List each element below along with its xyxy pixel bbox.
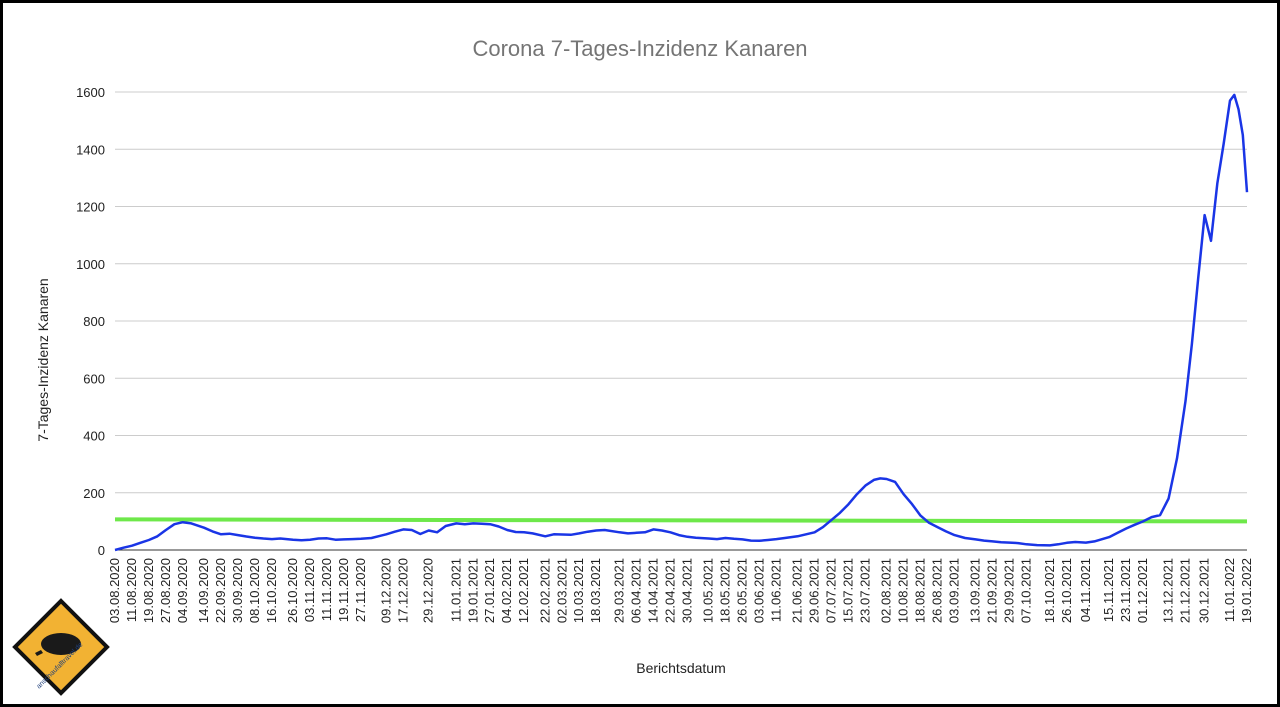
- site-logo: anschaufalltravel.de: [12, 598, 110, 696]
- x-tick-label: 27.11.2020: [353, 558, 368, 622]
- x-tick-label: 19.11.2020: [336, 558, 351, 622]
- x-tick-label: 04.09.2020: [175, 558, 190, 623]
- x-tick-label: 02.03.2021: [554, 558, 569, 623]
- y-tick-label: 0: [98, 543, 105, 558]
- x-tick-label: 07.10.2021: [1019, 558, 1034, 623]
- x-tick-label: 01.12.2021: [1135, 558, 1150, 623]
- x-tick-label: 02.08.2021: [879, 558, 894, 623]
- x-tick-label: 27.08.2020: [158, 558, 173, 623]
- threshold-line: [114, 517, 1248, 524]
- x-tick-label: 07.07.2021: [824, 558, 839, 623]
- x-tick-label: 26.10.2020: [285, 558, 300, 623]
- x-tick-label: 16.10.2020: [264, 558, 279, 623]
- x-axis: 03.08.2020 11.08.2020 19.08.2020 27.08.2020…: [107, 558, 1254, 623]
- x-tick-label: 23.07.2021: [857, 558, 872, 623]
- y-tick-label: 800: [83, 314, 105, 329]
- y-axis-title: 7-Tages-Inzidenz Kanaren: [35, 278, 51, 441]
- x-tick-label: 14.09.2020: [196, 558, 211, 623]
- x-tick-label: 21.06.2021: [790, 558, 805, 623]
- incidence-series-line: [114, 93, 1249, 552]
- x-tick-label: 18.10.2021: [1042, 558, 1057, 623]
- y-tick-label: 1200: [76, 200, 105, 215]
- x-tick-label: 03.08.2020: [107, 558, 122, 623]
- threshold-layer: [114, 517, 1248, 524]
- x-tick-label: 21.12.2021: [1178, 558, 1193, 623]
- x-tick-label: 03.06.2021: [751, 558, 766, 623]
- x-tick-label: 18.05.2021: [718, 558, 733, 623]
- x-tick-label: 22.04.2021: [662, 558, 677, 623]
- chart-title: Corona 7-Tages-Inzidenz Kanaren: [472, 36, 807, 61]
- x-tick-label: 15.07.2021: [840, 558, 855, 623]
- x-tick-label: 27.01.2021: [482, 558, 497, 623]
- x-tick-label: 22.09.2020: [213, 558, 228, 623]
- x-tick-label: 29.06.2021: [807, 558, 822, 623]
- x-tick-label: 22.02.2021: [537, 558, 552, 623]
- y-axis: 0 200 400 600 800 1000 1200 1400 1600: [76, 85, 105, 558]
- y-tick-label: 400: [83, 429, 105, 444]
- x-axis-title: Berichtsdatum: [636, 660, 725, 676]
- x-tick-label: 11.08.2020: [124, 558, 139, 622]
- x-tick-label: 09.12.2020: [378, 558, 393, 623]
- x-tick-label: 11.01.2021: [448, 558, 463, 622]
- x-tick-label: 13.09.2021: [968, 558, 983, 623]
- y-tick-label: 600: [83, 371, 105, 386]
- x-tick-label: 11.11.2020: [319, 558, 334, 621]
- x-tick-label: 06.04.2021: [628, 558, 643, 623]
- x-tick-label: 04.02.2021: [499, 558, 514, 623]
- x-tick-label: 10.03.2021: [571, 558, 586, 623]
- x-tick-label: 03.09.2021: [946, 558, 961, 623]
- y-tick-label: 1000: [76, 257, 105, 272]
- x-tick-label: 17.12.2020: [395, 558, 410, 623]
- x-tick-label: 19.01.2022: [1239, 558, 1254, 623]
- x-tick-label: 08.10.2020: [247, 558, 262, 623]
- x-tick-label: 30.09.2020: [230, 558, 245, 623]
- y-tick-label: 1600: [76, 85, 105, 100]
- x-tick-label: 10.05.2021: [701, 558, 716, 623]
- x-tick-label: 30.12.2021: [1197, 558, 1212, 623]
- x-tick-label: 26.10.2021: [1059, 558, 1074, 623]
- x-tick-label: 18.08.2021: [913, 558, 928, 623]
- series-layer: [114, 93, 1249, 552]
- x-tick-label: 26.05.2021: [734, 558, 749, 623]
- chart-svg: Corona 7-Tages-Inzidenz Kanaren 0 200 400 6…: [12, 36, 1254, 696]
- y-tick-label: 1400: [76, 142, 105, 157]
- x-tick-label: 11.01.2022: [1222, 558, 1237, 622]
- x-tick-label: 26.08.2021: [930, 558, 945, 623]
- x-tick-label: 19.08.2020: [141, 558, 156, 623]
- x-tick-label: 12.02.2021: [516, 558, 531, 623]
- x-tick-label: 18.03.2021: [588, 558, 603, 623]
- y-tick-label: 200: [83, 486, 105, 501]
- x-tick-label: 23.11.2021: [1118, 558, 1133, 622]
- x-tick-label: 21.09.2021: [985, 558, 1000, 623]
- x-tick-label: 11.06.2021: [768, 558, 783, 622]
- x-tick-label: 04.11.2021: [1078, 558, 1093, 622]
- x-tick-label: 15.11.2021: [1101, 558, 1116, 622]
- x-tick-label: 29.12.2020: [421, 558, 436, 623]
- x-tick-label: 03.11.2020: [302, 558, 317, 622]
- grid-layer: [115, 91, 1247, 551]
- logo-plane-icon: [35, 650, 43, 656]
- x-tick-label: 13.12.2021: [1161, 558, 1176, 623]
- x-tick-label: 19.01.2021: [465, 558, 480, 623]
- x-tick-label: 10.08.2021: [896, 558, 911, 623]
- logo-world-map-icon: [41, 633, 81, 655]
- x-tick-label: 14.04.2021: [645, 558, 660, 623]
- x-tick-label: 29.09.2021: [1002, 558, 1017, 623]
- x-tick-label: 29.03.2021: [612, 558, 627, 623]
- x-tick-label: 30.04.2021: [679, 558, 694, 623]
